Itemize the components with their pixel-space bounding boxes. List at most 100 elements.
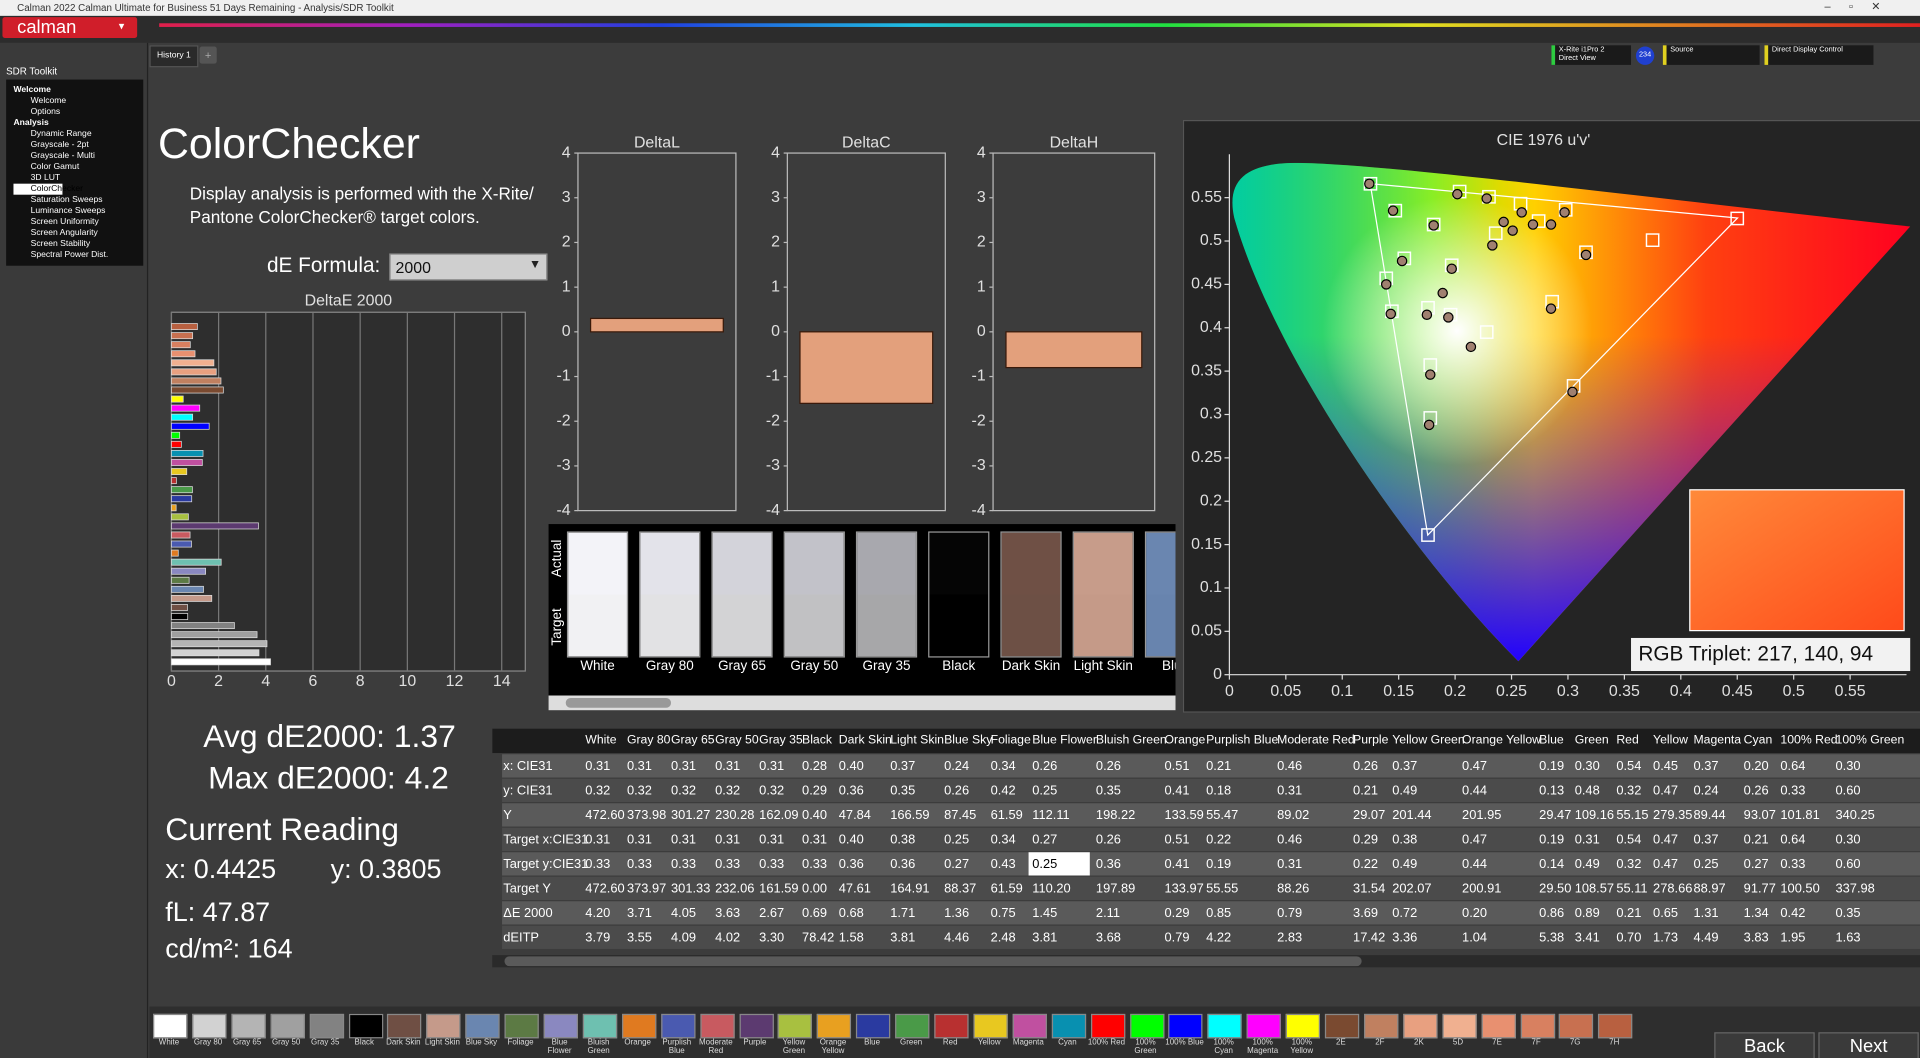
table-cell[interactable]: 1.04	[1462, 930, 1488, 946]
table-cell[interactable]: 0.33	[1780, 783, 1806, 799]
table-cell[interactable]: 29.47	[1539, 808, 1572, 823]
patch[interactable]	[1168, 1013, 1203, 1039]
table-cell[interactable]: 4.49	[1693, 930, 1719, 946]
table-cell[interactable]: 89.44	[1693, 808, 1726, 823]
swatch-scrollbar[interactable]	[548, 695, 1176, 711]
table-cell[interactable]: 0.35	[1835, 906, 1861, 921]
table-cell[interactable]: 3.81	[1032, 930, 1058, 946]
table-cell[interactable]: 2.67	[759, 906, 785, 921]
table-cell[interactable]: 4.05	[671, 906, 697, 921]
table-cell[interactable]: 87.45	[944, 808, 977, 823]
table-cell[interactable]: 0.33	[671, 857, 697, 872]
patch[interactable]	[973, 1013, 1008, 1039]
table-cell[interactable]: 0.25	[1032, 783, 1058, 799]
patch[interactable]	[348, 1013, 383, 1039]
patch[interactable]	[1403, 1013, 1438, 1039]
table-cell[interactable]: 0.72	[1392, 906, 1418, 921]
table-cell[interactable]: 4.02	[715, 930, 741, 946]
table-cell[interactable]: 0.35	[1095, 783, 1121, 799]
table-cell[interactable]: 0.75	[990, 906, 1016, 921]
patch[interactable]	[270, 1013, 305, 1039]
table-cell[interactable]: 0.45	[1653, 759, 1679, 774]
table-cell[interactable]: 4.22	[1206, 930, 1232, 946]
table-cell[interactable]: 0.21	[1616, 906, 1642, 921]
tree-item[interactable]: Saturation Sweeps	[30, 195, 103, 205]
table-cell[interactable]: 0.46	[1277, 832, 1303, 848]
table-cell[interactable]: 29.07	[1353, 808, 1386, 823]
table-cell[interactable]: 0.14	[1539, 857, 1565, 872]
table-cell[interactable]: 0.31	[1277, 783, 1303, 799]
table-cell[interactable]: 0.19	[1539, 832, 1565, 848]
patch[interactable]	[582, 1013, 618, 1039]
table-cell[interactable]: 201.95	[1462, 808, 1502, 823]
table-cell[interactable]: 0.86	[1539, 906, 1565, 921]
table-cell[interactable]: 0.31	[671, 832, 697, 848]
table-cell[interactable]: 0.40	[802, 808, 828, 823]
patch[interactable]	[778, 1013, 813, 1039]
table-cell[interactable]: 0.37	[890, 759, 916, 774]
table-cell[interactable]: 3.79	[585, 930, 611, 946]
patch[interactable]	[1481, 1013, 1516, 1039]
table-cell[interactable]: 0.47	[1653, 832, 1679, 848]
table-cell[interactable]: 0.31	[585, 832, 611, 848]
table-scrollbar[interactable]	[492, 955, 1920, 968]
table-cell[interactable]: 0.31	[585, 759, 611, 774]
table-cell[interactable]: 55.47	[1206, 808, 1239, 823]
table-cell[interactable]: 0.64	[1780, 759, 1806, 774]
table-cell[interactable]: 0.32	[715, 783, 741, 799]
display-control-box[interactable]: Direct Display Control	[1764, 45, 1874, 65]
table-cell[interactable]: 1.36	[944, 906, 970, 921]
table-cell[interactable]: 3.41	[1574, 930, 1600, 946]
table-cell[interactable]: 0.44	[1462, 857, 1488, 872]
table-cell[interactable]: 0.41	[1164, 783, 1190, 799]
table-cell[interactable]: 198.22	[1095, 808, 1136, 823]
table-cell[interactable]: 0.26	[944, 783, 970, 799]
table-cell[interactable]: 109.16	[1574, 808, 1615, 823]
table-cell[interactable]: 0.27	[944, 857, 970, 872]
table-cell[interactable]: 101.81	[1780, 808, 1820, 823]
table-cell[interactable]: 373.98	[626, 808, 667, 823]
table-cell[interactable]: 1.73	[1653, 930, 1679, 946]
table-cell[interactable]: 1.95	[1780, 930, 1806, 946]
table-cell[interactable]: 4.20	[585, 906, 611, 921]
table-cell[interactable]: 0.41	[1164, 857, 1190, 872]
table-cell[interactable]: 0.25	[1693, 857, 1719, 872]
table-cell[interactable]: 0.26	[1032, 759, 1058, 774]
table-cell[interactable]: 0.34	[990, 832, 1016, 848]
table-cell[interactable]: 340.25	[1835, 808, 1875, 823]
patch[interactable]	[1051, 1013, 1086, 1039]
tree-item[interactable]: Dynamic Range	[30, 129, 92, 139]
table-cell[interactable]: 0.22	[1353, 857, 1379, 872]
table-cell[interactable]: 31.54	[1353, 881, 1386, 897]
table-cell[interactable]: 0.79	[1164, 930, 1190, 946]
patch[interactable]	[465, 1013, 500, 1039]
table-cell[interactable]: 1.63	[1835, 930, 1861, 946]
table-cell[interactable]: 93.07	[1743, 808, 1776, 823]
tree-item[interactable]: Options	[30, 107, 61, 117]
tree-item[interactable]: Welcome	[30, 96, 67, 106]
table-cell[interactable]: 0.26	[1095, 759, 1121, 774]
table-cell[interactable]: 0.27	[1743, 857, 1769, 872]
tree-group[interactable]: Welcome	[13, 85, 51, 95]
table-cell[interactable]: 0.31	[1277, 857, 1303, 872]
patch[interactable]	[1246, 1013, 1282, 1039]
table-cell[interactable]: 0.49	[1392, 783, 1418, 799]
patch[interactable]	[543, 1013, 578, 1039]
table-cell[interactable]: 0.68	[838, 906, 864, 921]
table-cell[interactable]: 0.32	[585, 783, 611, 799]
table-cell[interactable]: 0.69	[802, 906, 828, 921]
table-cell[interactable]: 0.21	[1353, 783, 1379, 799]
table-cell[interactable]: 0.47	[1653, 783, 1679, 799]
table-cell[interactable]: 161.59	[759, 881, 799, 897]
table-cell[interactable]: 0.47	[1462, 832, 1488, 848]
table-cell[interactable]: 200.91	[1462, 881, 1502, 897]
table-cell[interactable]: 0.38	[890, 832, 916, 848]
table-cell[interactable]: 0.85	[1206, 906, 1232, 921]
patch[interactable]	[699, 1013, 735, 1039]
table-cell[interactable]: 4.46	[944, 930, 970, 946]
table-cell[interactable]: 202.07	[1392, 881, 1432, 897]
table-cell[interactable]: 0.36	[838, 857, 864, 872]
table-cell[interactable]: 0.32	[671, 783, 697, 799]
table-cell[interactable]: 0.31	[1574, 832, 1600, 848]
table-cell[interactable]: 0.32	[626, 783, 652, 799]
